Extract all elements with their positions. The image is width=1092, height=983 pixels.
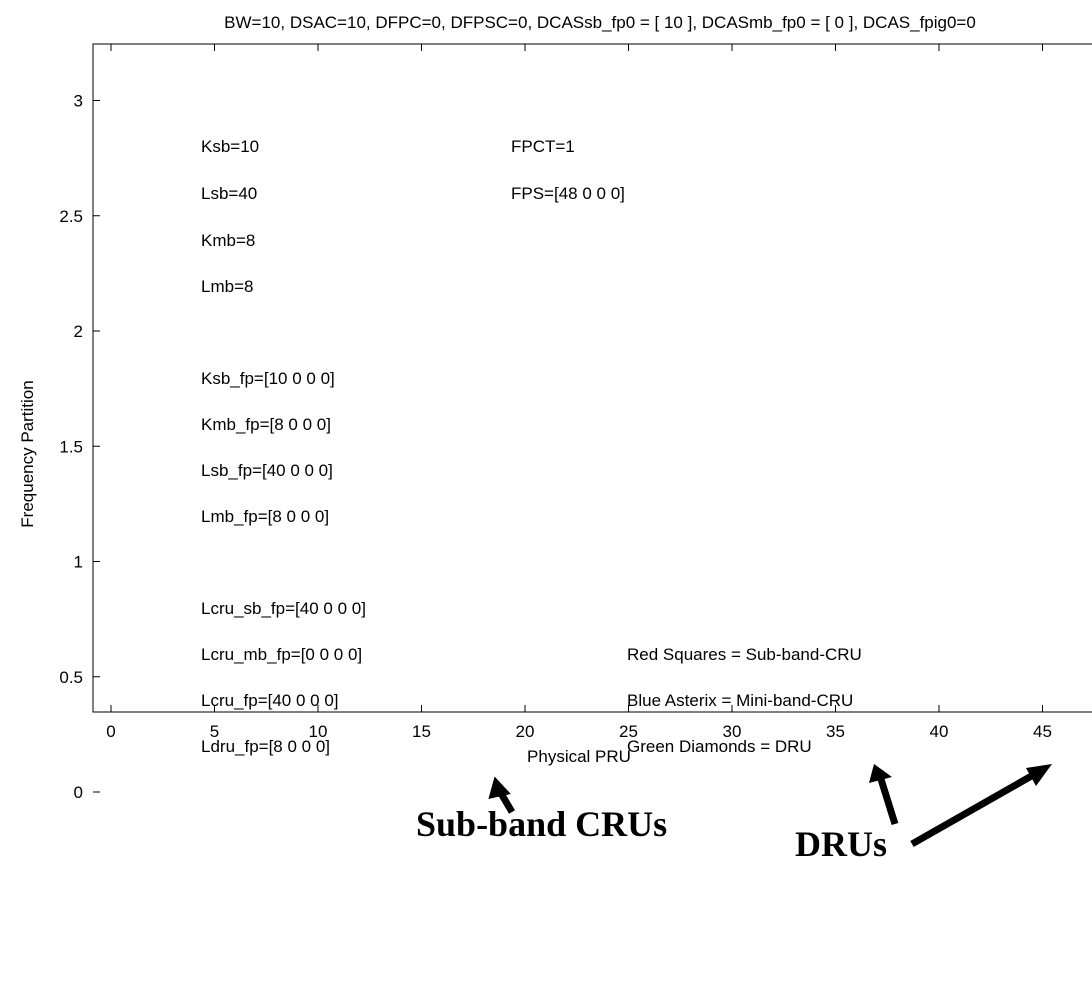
red-square-point [601,785,615,799]
annotation-right: FPS=[48 0 0 0] [511,184,625,203]
y-tick-label: 0.5 [59,668,83,687]
legend-entry: Blue Asterix = Mini-band-CRU [627,691,853,710]
arrow-dru-2 [910,764,1052,848]
green-diamond-point [1077,783,1091,801]
annotation-left: Ldru_fp=[8 0 0 0] [201,737,330,756]
x-tick-label: 5 [210,722,219,741]
x-tick-label: 15 [412,722,431,741]
red-square-point [270,785,284,799]
red-square-point [125,785,139,799]
red-square-point [725,785,739,799]
x-tick-label: 25 [619,722,638,741]
red-square-point [477,785,491,799]
y-tick-label: 0 [74,783,83,802]
y-tick-label: 1 [74,553,83,572]
arrow-dru-1 [869,764,899,826]
red-square-point [766,785,780,799]
annotation-left: Ksb_fp=[10 0 0 0] [201,369,335,388]
green-diamond-point [849,783,863,801]
data-marks [104,783,1091,801]
red-square-point [953,785,967,799]
red-square-point [187,785,201,799]
annotation-left: Ksb=10 [201,137,259,156]
red-square-point [311,785,325,799]
red-square-point [642,785,656,799]
red-square-point [290,785,304,799]
red-square-point [663,785,677,799]
chart-title: BW=10, DSAC=10, DFPC=0, DFPSC=0, DCASsb_… [224,13,976,32]
annotation-left: Lmb=8 [201,277,253,296]
red-square-point [394,785,408,799]
annotations: Ksb=10 Lsb=40 Kmb=8 Lmb=8 Ksb_fp=[10 0 0 0] K… [201,137,862,756]
red-square-point [787,785,801,799]
x-tick-label: 20 [516,722,535,741]
annotation-left: Lsb_fp=[40 0 0 0] [201,461,333,480]
red-square-point [456,785,470,799]
green-diamond-point [1056,783,1070,801]
x-tick-label: 40 [930,722,949,741]
annotation-left: Lcru_fp=[40 0 0 0] [201,691,339,710]
red-square-point [973,785,987,799]
annotation-left: Lcru_sb_fp=[40 0 0 0] [201,599,366,618]
red-square-point [208,785,222,799]
annotation-left: Kmb=8 [201,231,255,250]
red-square-point [539,785,553,799]
annotation-right: FPCT=1 [511,137,575,156]
red-square-point [332,785,346,799]
legend-entry: Green Diamonds = DRU [627,737,812,756]
red-square-point [415,785,429,799]
red-square-point [932,785,946,799]
annotation-left: Kmb_fp=[8 0 0 0] [201,415,331,434]
annotation-left: Lcru_mb_fp=[0 0 0 0] [201,645,362,664]
green-diamond-point [1036,783,1050,801]
callout-dru: DRUs [795,824,887,864]
red-square-point [684,785,698,799]
x-tick-label: 35 [826,722,845,741]
x-tick-label: 0 [106,722,115,741]
annotation-left: Lsb=40 [201,184,257,203]
callout-subband-cru: Sub-band CRUs [416,804,667,844]
red-square-point [352,785,366,799]
y-tick-label: 3 [74,92,83,111]
x-tick-label: 10 [309,722,328,741]
y-axis-label: Frequency Partition [18,380,37,527]
red-square-point [746,785,760,799]
red-square-point [829,785,843,799]
x-axis-label: Physical PRU [527,747,631,766]
red-square-point [435,785,449,799]
y-tick-label: 2.5 [59,207,83,226]
red-square-point [622,785,636,799]
red-square-point [249,785,263,799]
green-diamond-point [911,783,925,801]
red-square-point [808,785,822,799]
x-tick-label: 45 [1033,722,1052,741]
x-tick-label: 30 [723,722,742,741]
arrow-subband [488,776,516,814]
annotation-left: Lmb_fp=[8 0 0 0] [201,507,329,526]
legend-entry: Red Squares = Sub-band-CRU [627,645,862,664]
callouts: Sub-band CRUs DRUs [416,764,1052,864]
y-tick-label: 2 [74,322,83,341]
red-square-point [228,785,242,799]
red-square-point [166,785,180,799]
red-square-point [518,785,532,799]
axis-ticks: 0 5 10 15 20 25 30 35 40 45 0 0.5 1 1.5 2 2.5 3 [59,44,1052,802]
red-square-point [373,785,387,799]
red-square-point [145,785,159,799]
red-square-point [580,785,594,799]
red-square-point [559,785,573,799]
y-tick-label: 1.5 [59,437,83,456]
red-square-point [104,785,118,799]
red-square-point [704,785,718,799]
green-diamond-point [891,783,905,801]
plot-frame [92,43,1092,713]
